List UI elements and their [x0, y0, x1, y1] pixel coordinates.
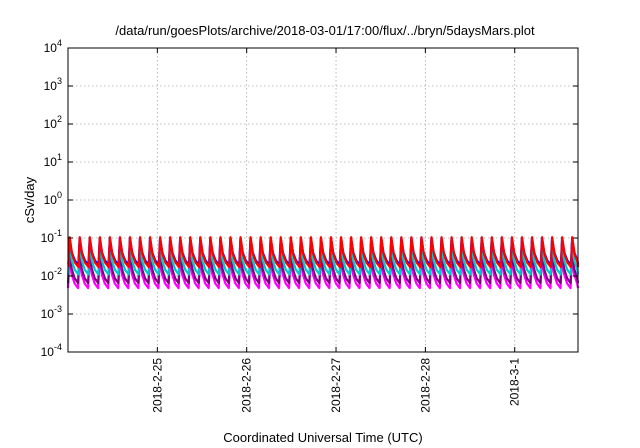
y-axis-label: cSv/day [22, 176, 37, 223]
y-tick-label: 104 [44, 38, 62, 55]
series-line-3 [67, 242, 580, 276]
grid [68, 48, 578, 352]
y-tick-label: 10-1 [41, 228, 62, 245]
y-tick-label: 102 [44, 114, 62, 131]
y-tick-label: 103 [44, 76, 62, 93]
x-tick-label: 2018-2-26 [240, 358, 254, 413]
y-tick-exponent: -2 [54, 266, 62, 276]
y-tick-label: 10-2 [41, 266, 62, 283]
y-tick-exponent: -1 [54, 228, 62, 238]
y-tick-exponent: 1 [57, 152, 62, 162]
x-tick-label: 2018-3-1 [508, 358, 522, 406]
x-tick-label: 2018-2-25 [150, 358, 164, 413]
y-tick-label: 101 [44, 152, 62, 169]
y-tick-exponent: -3 [54, 304, 62, 314]
chart-title: /data/run/goesPlots/archive/2018-03-01/1… [115, 23, 535, 38]
x-axis-label: Coordinated Universal Time (UTC) [223, 430, 422, 445]
y-tick-label: 10-4 [41, 342, 62, 359]
y-tick-exponent: 3 [57, 76, 62, 86]
y-tick-label: 10-3 [41, 304, 62, 321]
x-tick-label: 2018-2-28 [418, 358, 432, 413]
x-axis: 2018-2-25 2018-2-26 2018-2-27 2018-2-28 2018… [150, 48, 522, 413]
y-tick-label: 100 [44, 190, 62, 207]
y-tick-exponent: 0 [57, 190, 62, 200]
y-tick-exponent: -4 [54, 342, 62, 352]
series-group [66, 236, 580, 290]
series-line-2 [67, 250, 580, 285]
y-tick-exponent: 2 [57, 114, 62, 124]
x-tick-label: 2018-2-27 [329, 358, 343, 413]
y-tick-exponent: 4 [57, 38, 62, 48]
series-line-5 [67, 236, 580, 269]
